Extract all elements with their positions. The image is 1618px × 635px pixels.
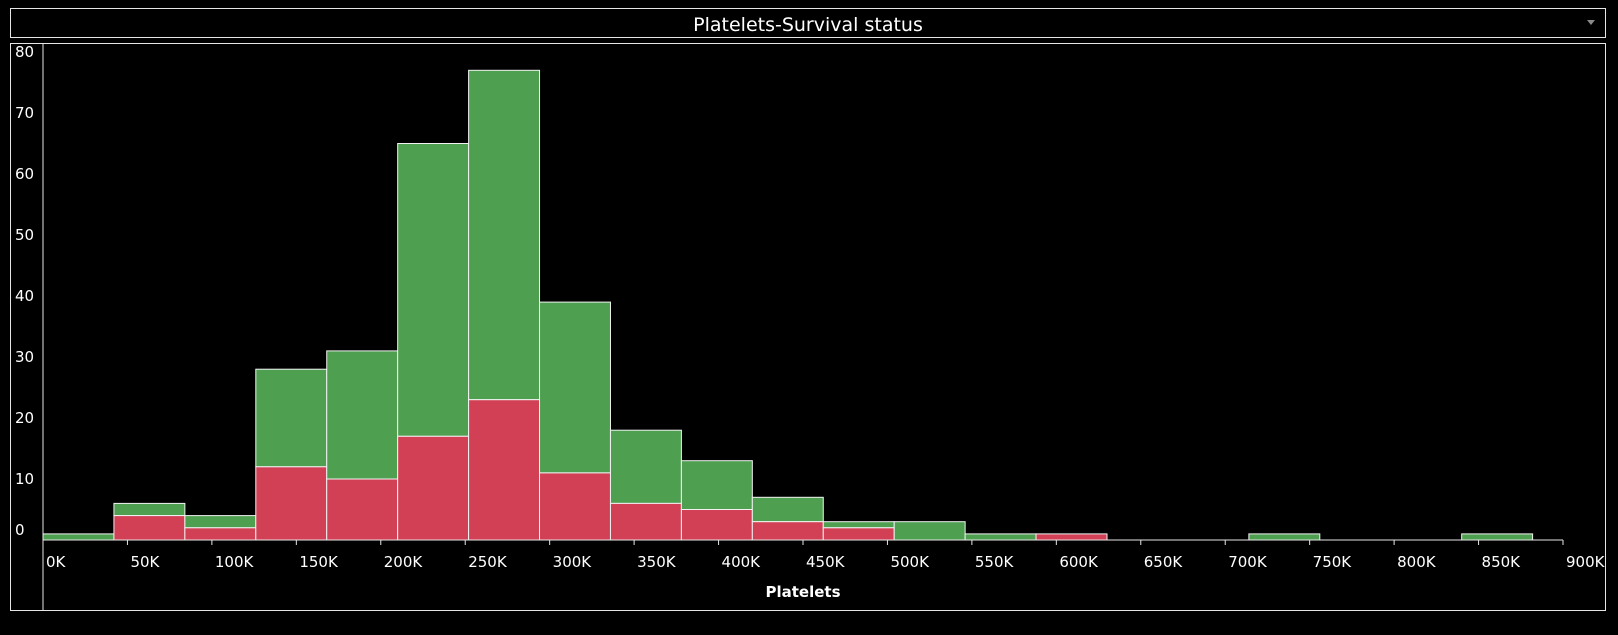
- bar-green-segment: [822, 521, 895, 529]
- y-tick-label: 10: [15, 470, 34, 488]
- chevron-down-icon[interactable]: [1587, 20, 1595, 25]
- x-tick-label: 900K: [1566, 553, 1606, 571]
- bar-red-segment: [113, 515, 186, 541]
- x-tick-label: 100K: [215, 553, 255, 571]
- x-tick-label: 600K: [1059, 553, 1099, 571]
- bar-green-segment: [42, 533, 115, 541]
- chart-title: Platelets-Survival status: [693, 14, 923, 36]
- x-tick-label: 650K: [1144, 553, 1184, 571]
- bar-green-segment: [1461, 533, 1534, 541]
- bar-green-segment: [255, 368, 328, 468]
- x-tick-label: 250K: [468, 553, 508, 571]
- x-tick-label: 500K: [890, 553, 930, 571]
- bar-green-segment: [184, 515, 257, 529]
- x-tick-label: 300K: [553, 553, 593, 571]
- bar-red-segment: [326, 478, 399, 541]
- bar-green-segment: [468, 69, 541, 401]
- bar-green-segment: [609, 429, 682, 504]
- bar-red-segment: [184, 527, 257, 541]
- y-tick-label: 50: [15, 226, 34, 244]
- bar-red-segment: [609, 502, 682, 541]
- x-tick-label: 750K: [1313, 553, 1353, 571]
- bar-red-segment: [397, 435, 470, 541]
- x-tick-label: 0K: [46, 553, 67, 571]
- bar-green-segment: [397, 143, 470, 437]
- x-tick-label: 200K: [384, 553, 424, 571]
- y-tick-label: 70: [15, 104, 34, 122]
- y-tick-label: 20: [15, 409, 34, 427]
- x-tick-label: 450K: [806, 553, 846, 571]
- y-tick-label: 0: [15, 521, 25, 539]
- x-tick-label: 350K: [637, 553, 677, 571]
- x-tick-label: 850K: [1482, 553, 1522, 571]
- x-axis-label: Platelets: [765, 583, 840, 601]
- bar-green-segment: [751, 496, 824, 523]
- bar-green-segment: [893, 521, 966, 541]
- bar-green-segment: [1248, 533, 1321, 541]
- bar-green-segment: [539, 301, 611, 474]
- bar-red-segment: [255, 466, 328, 541]
- y-axis: 0 10 20 30 40 50 60 70 80: [15, 43, 44, 611]
- y-tick-label: 60: [15, 165, 34, 183]
- bar-red-segment: [468, 399, 541, 541]
- x-tick-label: 700K: [1228, 553, 1268, 571]
- bars: [42, 69, 1534, 541]
- bar-red-segment: [680, 509, 753, 541]
- x-tick-label: 50K: [130, 553, 160, 571]
- bar-red-segment: [822, 527, 895, 541]
- bar-red-segment: [1035, 533, 1108, 541]
- x-tick-label: 800K: [1397, 553, 1437, 571]
- x-tick-label: 550K: [975, 553, 1015, 571]
- y-tick-label: 40: [15, 287, 34, 305]
- bar-red-segment: [751, 521, 824, 541]
- bar-green-segment: [964, 533, 1037, 541]
- y-tick-label: 30: [15, 348, 34, 366]
- bar-red-segment: [539, 472, 611, 541]
- bar-green-segment: [326, 350, 399, 480]
- x-tick-label: 400K: [722, 553, 762, 571]
- y-tick-label: 80: [15, 43, 34, 61]
- x-axis: 0K 50K 100K 150K 200K 250K 300K 350K 400K 450K 500…: [42, 539, 1606, 571]
- bar-green-segment: [113, 502, 186, 517]
- dashboard-title-bar: Platelets-Survival status: [10, 8, 1606, 38]
- x-tick-label: 150K: [299, 553, 339, 571]
- chart-frame: [10, 43, 1606, 611]
- bar-green-segment: [680, 460, 753, 511]
